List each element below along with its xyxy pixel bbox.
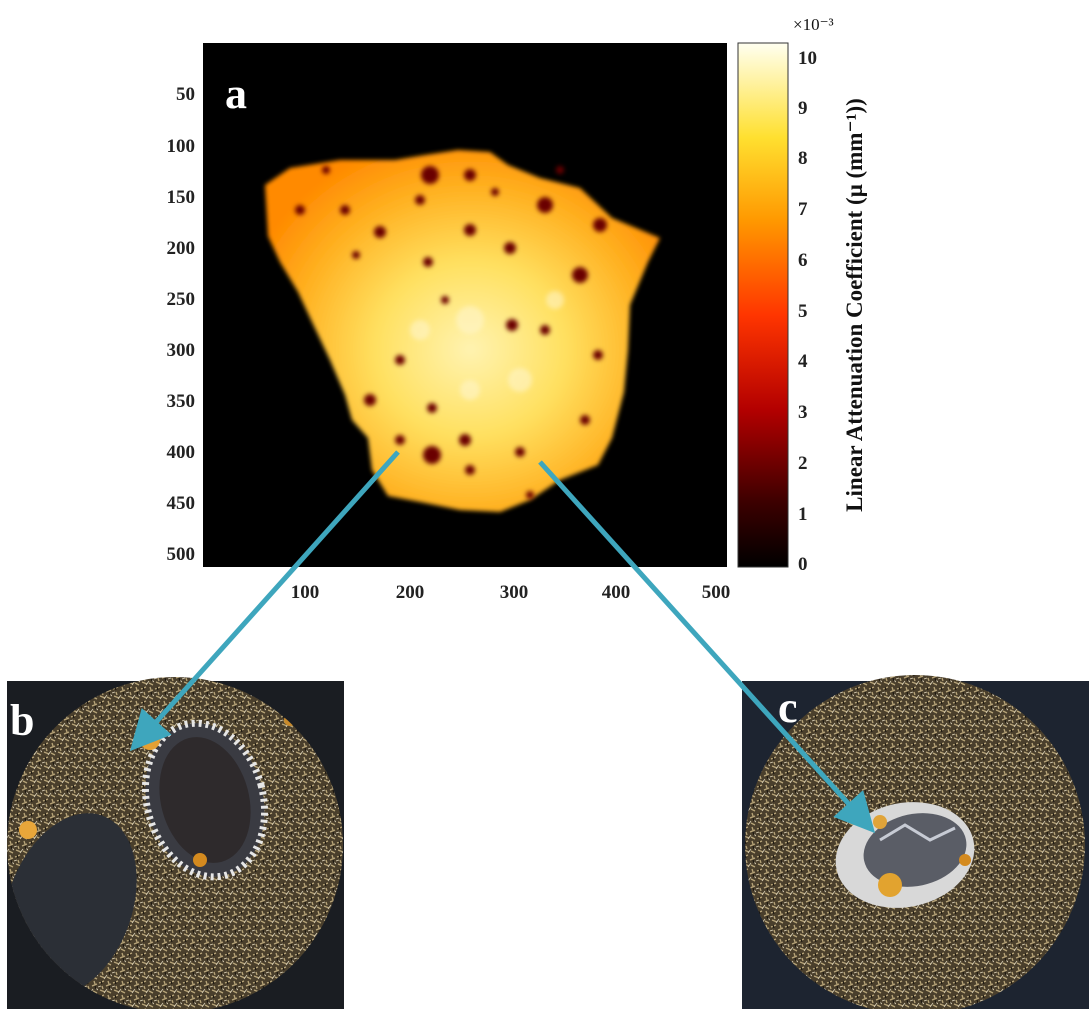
panel-b-letter: b [10, 696, 34, 745]
bright-grains [410, 291, 564, 400]
x-tick-label: 200 [396, 582, 425, 603]
y-tick-label: 400 [167, 442, 196, 463]
x-tick-label: 500 [702, 582, 731, 603]
panel-b: b [7, 677, 344, 1009]
y-tick-label: 350 [167, 391, 196, 412]
colorbar: ×10⁻³ 0 1 2 3 4 5 6 7 8 9 10 Linear Atte… [737, 15, 867, 575]
colorbar-gradient [737, 42, 789, 568]
colorbar-ticks: 0 1 2 3 4 5 6 7 8 9 10 [798, 48, 817, 575]
y-tick-label: 200 [167, 238, 196, 259]
y-axis: 50 100 150 200 250 300 350 400 450 500 [167, 84, 196, 565]
rock-cross-section [265, 150, 660, 512]
y-tick-label: 250 [167, 289, 196, 310]
y-tick-label: 450 [167, 493, 196, 514]
colorbar-tick-label: 1 [798, 504, 808, 525]
arrows [129, 450, 876, 834]
x-axis: 100 200 300 400 500 [291, 582, 731, 603]
colorbar-exponent: ×10⁻³ [793, 15, 834, 34]
colorbar-tick-label: 9 [798, 98, 808, 119]
panel-c: c [742, 675, 1089, 1009]
panel-c-letter: c [778, 683, 798, 732]
colorbar-tick-label: 0 [798, 554, 808, 575]
colorbar-tick-label: 6 [798, 250, 808, 271]
colorbar-tick-label: 2 [798, 453, 808, 474]
colorbar-tick-label: 4 [798, 351, 808, 372]
x-tick-label: 300 [500, 582, 529, 603]
y-tick-label: 150 [167, 187, 196, 208]
y-tick-label: 500 [167, 544, 196, 565]
arrow-to-panel-b [129, 450, 400, 752]
y-tick-label: 100 [167, 136, 196, 157]
colorbar-tick-label: 8 [798, 148, 808, 169]
colorbar-tick-label: 5 [798, 301, 808, 322]
y-tick-label: 300 [167, 340, 196, 361]
y-tick-label: 50 [176, 84, 195, 105]
colorbar-tick-label: 10 [798, 48, 817, 69]
colorbar-label: Linear Attenuation Coefficient (μ (mm⁻¹)… [842, 98, 867, 512]
x-tick-label: 100 [291, 582, 320, 603]
arrow-to-panel-c [538, 460, 876, 834]
colorbar-tick-label: 7 [798, 199, 808, 220]
micrograph-b [7, 677, 343, 1009]
pores [295, 166, 607, 499]
panel-a-letter: a [225, 69, 247, 118]
x-tick-label: 400 [602, 582, 631, 603]
colorbar-tick-label: 3 [798, 402, 808, 423]
panel-a: a 50 100 150 200 250 300 350 400 450 500… [167, 43, 731, 603]
